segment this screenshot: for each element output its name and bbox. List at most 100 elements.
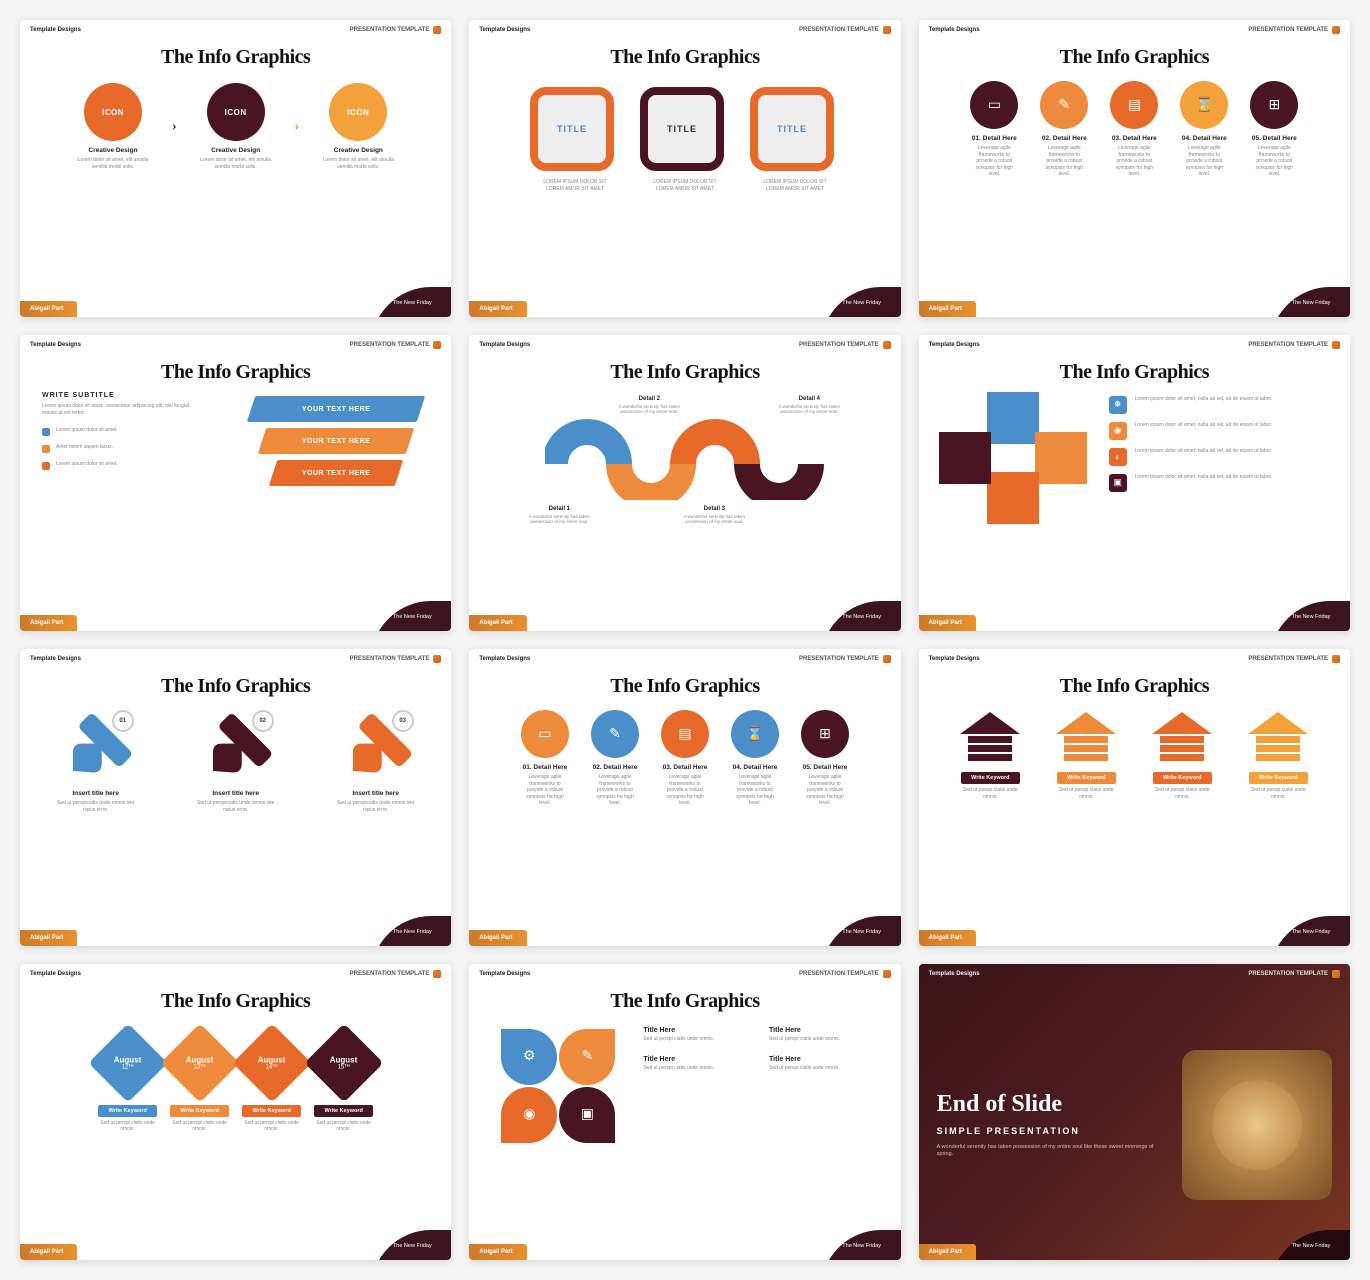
- diamond-item: August12ᵀᴴWrite KeywordSed ut perspi cia…: [88, 1035, 168, 1133]
- diamond-tag: Write Keyword: [242, 1105, 300, 1117]
- rounded-square-icon: TITLE: [750, 87, 834, 171]
- diamond-icon: August13ᵀᴴ: [160, 1023, 239, 1102]
- header-badge-icon: [883, 341, 891, 349]
- header-badge-icon: [883, 26, 891, 34]
- small-circle-icon: ⊞: [801, 710, 849, 758]
- puzzle-graphic: 01020304: [939, 392, 1089, 522]
- end-title: End of Slide: [937, 1091, 1168, 1118]
- bullet-row: Amet minim sapien lacus.: [42, 444, 202, 453]
- small-circle-icon: ✎: [591, 710, 639, 758]
- header-badge-icon: [433, 655, 441, 663]
- petal-icon: ✎: [559, 1029, 615, 1085]
- end-body-text: A wonderful serenity has taken possessio…: [937, 1144, 1168, 1159]
- wave-label: Detail 3A wonderful serenity has taken p…: [674, 506, 754, 525]
- wave-label: Detail 2A wonderful serenity has taken p…: [609, 396, 689, 415]
- slides-grid: Template Designs PRESENTATION TEMPLATE T…: [20, 20, 1350, 1260]
- five-circle-item: ▤03. Detail HereLeverage agile framework…: [655, 710, 715, 807]
- small-circle-icon: ▤: [1110, 81, 1158, 129]
- small-circle-icon: ▭: [521, 710, 569, 758]
- wave-graphic: Detail 1A wonderful serenity has taken p…: [469, 396, 900, 526]
- house-item: Write KeywordSed ut perspi ciatis unde o…: [951, 712, 1029, 800]
- title-box: Title HereSed ut perspi ciatis unde omni…: [769, 1027, 877, 1043]
- header-badge-icon: [433, 26, 441, 34]
- big-arrow-icon: 03: [340, 712, 412, 784]
- five-circle-item: ⌛04. Detail HereLeverage agile framework…: [725, 710, 785, 807]
- petal-icon: ▣: [559, 1087, 615, 1143]
- small-circle-icon: ▤: [661, 710, 709, 758]
- circle-icon: ICON: [207, 83, 265, 141]
- small-circle-icon: ⊞: [1250, 81, 1298, 129]
- circle-body: Lorem dolor sit amet, elit amulla semill…: [313, 157, 403, 170]
- slide-header: Template Designs PRESENTATION TEMPLATE: [469, 20, 900, 34]
- bullet-icon: [42, 428, 50, 436]
- house-tag: Write Keyword: [961, 772, 1019, 784]
- arrow-item: 02Insert title hereSed ut perspiciatis u…: [186, 712, 286, 813]
- five-circle-item: ▭01. Detail HereLeverage agile framework…: [964, 81, 1024, 178]
- header-badge-icon: [1332, 655, 1340, 663]
- bullet-row: Lorem ipsum dolor sit amet.: [42, 427, 202, 436]
- circle-item: ICONCreative DesignLorem dolor sit amet,…: [313, 83, 403, 170]
- slide-body: ICON Creative Design Lorem dolor sit amet,…: [20, 77, 451, 317]
- slide-8: Template DesignsPRESENTATION TEMPLATE Th…: [469, 649, 900, 946]
- five-circle-item: ⊞05. Detail HereLeverage agile framework…: [795, 710, 855, 807]
- bullet-icon: [42, 445, 50, 453]
- title-box: Title HereSed ut perspi ciatis unde omni…: [769, 1056, 877, 1072]
- funnel-graphic: YOUR TEXT HEREYOUR TEXT HEREYOUR TEXT HE…: [251, 396, 421, 486]
- arrow-badge: 02: [252, 710, 274, 732]
- house-icon: [958, 712, 1022, 766]
- diamond-item: August13ᵀᴴWrite KeywordSed ut perspi cia…: [160, 1035, 240, 1133]
- petals-graphic: ⚙✎◉▣: [493, 1021, 623, 1151]
- slide-header: Template Designs PRESENTATION TEMPLATE: [20, 20, 451, 34]
- chevron-right-icon: ›: [295, 119, 300, 135]
- header-badge-icon: [433, 341, 441, 349]
- big-arrow-icon: 02: [200, 712, 272, 784]
- slide-3: Template DesignsPRESENTATION TEMPLATE Th…: [919, 20, 1350, 317]
- funnel-subtitle: WRITE SUBTITLE: [42, 392, 202, 399]
- slide-title: The Info Graphics: [469, 46, 900, 69]
- diamond-tag: Write Keyword: [314, 1105, 372, 1117]
- list-row: ◐Lorem ipsum dolor sit amet, nulla ad ve…: [1109, 448, 1330, 466]
- list-row: ❅Lorem ipsum dolor sit amet, nulla ad ve…: [1109, 396, 1330, 414]
- funnel-band: YOUR TEXT HERE: [247, 396, 425, 422]
- five-circle-item: ✎02. Detail HereLeverage agile framework…: [585, 710, 645, 807]
- footer-tab: Abigail Part: [20, 301, 77, 317]
- arrow-badge: 03: [392, 710, 414, 732]
- header-badge-icon: [1332, 341, 1340, 349]
- small-circle-icon: ⌛: [1180, 81, 1228, 129]
- slide-7: Template DesignsPRESENTATION TEMPLATE Th…: [20, 649, 451, 946]
- header-badge-icon: [883, 970, 891, 978]
- five-circle-item: ✎02. Detail HereLeverage agile framework…: [1034, 81, 1094, 178]
- small-circle-icon: ▭: [970, 81, 1018, 129]
- circle-body: Lorem dolor sit amet, elit amulla semill…: [191, 157, 281, 170]
- circle-item: ICONCreative DesignLorem dolor sit amet,…: [68, 83, 158, 170]
- circle-caption: Creative Design: [88, 147, 137, 154]
- five-circle-item: ⊞05. Detail HereLeverage agile framework…: [1244, 81, 1304, 178]
- slide-9: Template DesignsPRESENTATION TEMPLATE Th…: [919, 649, 1350, 946]
- arrow-item: 01Insert title hereSed ut perspiciatis u…: [46, 712, 146, 813]
- food-image-icon: [1182, 1050, 1332, 1200]
- rounded-square-item: TITLELOREM IPSUM DOLOR SIT LOREM AMOR SI…: [750, 87, 840, 192]
- arrow-badge: 01: [112, 710, 134, 732]
- house-tag: Write Keyword: [1249, 772, 1307, 784]
- header-badge-icon: [883, 655, 891, 663]
- circle-icon: ICON: [84, 83, 142, 141]
- petal-icon: ◉: [501, 1087, 557, 1143]
- list-icon: ◐: [1109, 448, 1127, 466]
- puzzle-list: ❅Lorem ipsum dolor sit amet, nulla ad ve…: [1109, 392, 1330, 522]
- list-row: ▣Lorem ipsum dolor sit amet, nulla ad ve…: [1109, 474, 1330, 492]
- diamond-item: August15ᵀᴴWrite KeywordSed ut perspi cia…: [304, 1035, 384, 1133]
- five-circle-item: ▭01. Detail HereLeverage agile framework…: [515, 710, 575, 807]
- bullet-row: Lorem ipsum dolor sit amet.: [42, 461, 202, 470]
- diamond-item: August14ᵀᴴWrite KeywordSed ut perspi cia…: [232, 1035, 312, 1133]
- list-icon: ❅: [1109, 396, 1127, 414]
- five-circle-item: ▤03. Detail HereLeverage agile framework…: [1104, 81, 1164, 178]
- big-arrow-icon: 01: [60, 712, 132, 784]
- rounded-square-item: TITLELOREM IPSUM DOLOR SIT LOREM AMOR SI…: [640, 87, 730, 192]
- house-item: Write KeywordSed ut perspi ciatis unde o…: [1143, 712, 1221, 800]
- slide-6: Template DesignsPRESENTATION TEMPLATE Th…: [919, 335, 1350, 632]
- slide-10: Template DesignsPRESENTATION TEMPLATE Th…: [20, 964, 451, 1261]
- end-subtitle: SIMPLE PRESENTATION: [937, 1126, 1168, 1136]
- house-item: Write KeywordSed ut perspi ciatis unde o…: [1047, 712, 1125, 800]
- slide-1: Template Designs PRESENTATION TEMPLATE T…: [20, 20, 451, 317]
- title-box: Title HereSed ut perspi ciatis unde omni…: [643, 1056, 751, 1072]
